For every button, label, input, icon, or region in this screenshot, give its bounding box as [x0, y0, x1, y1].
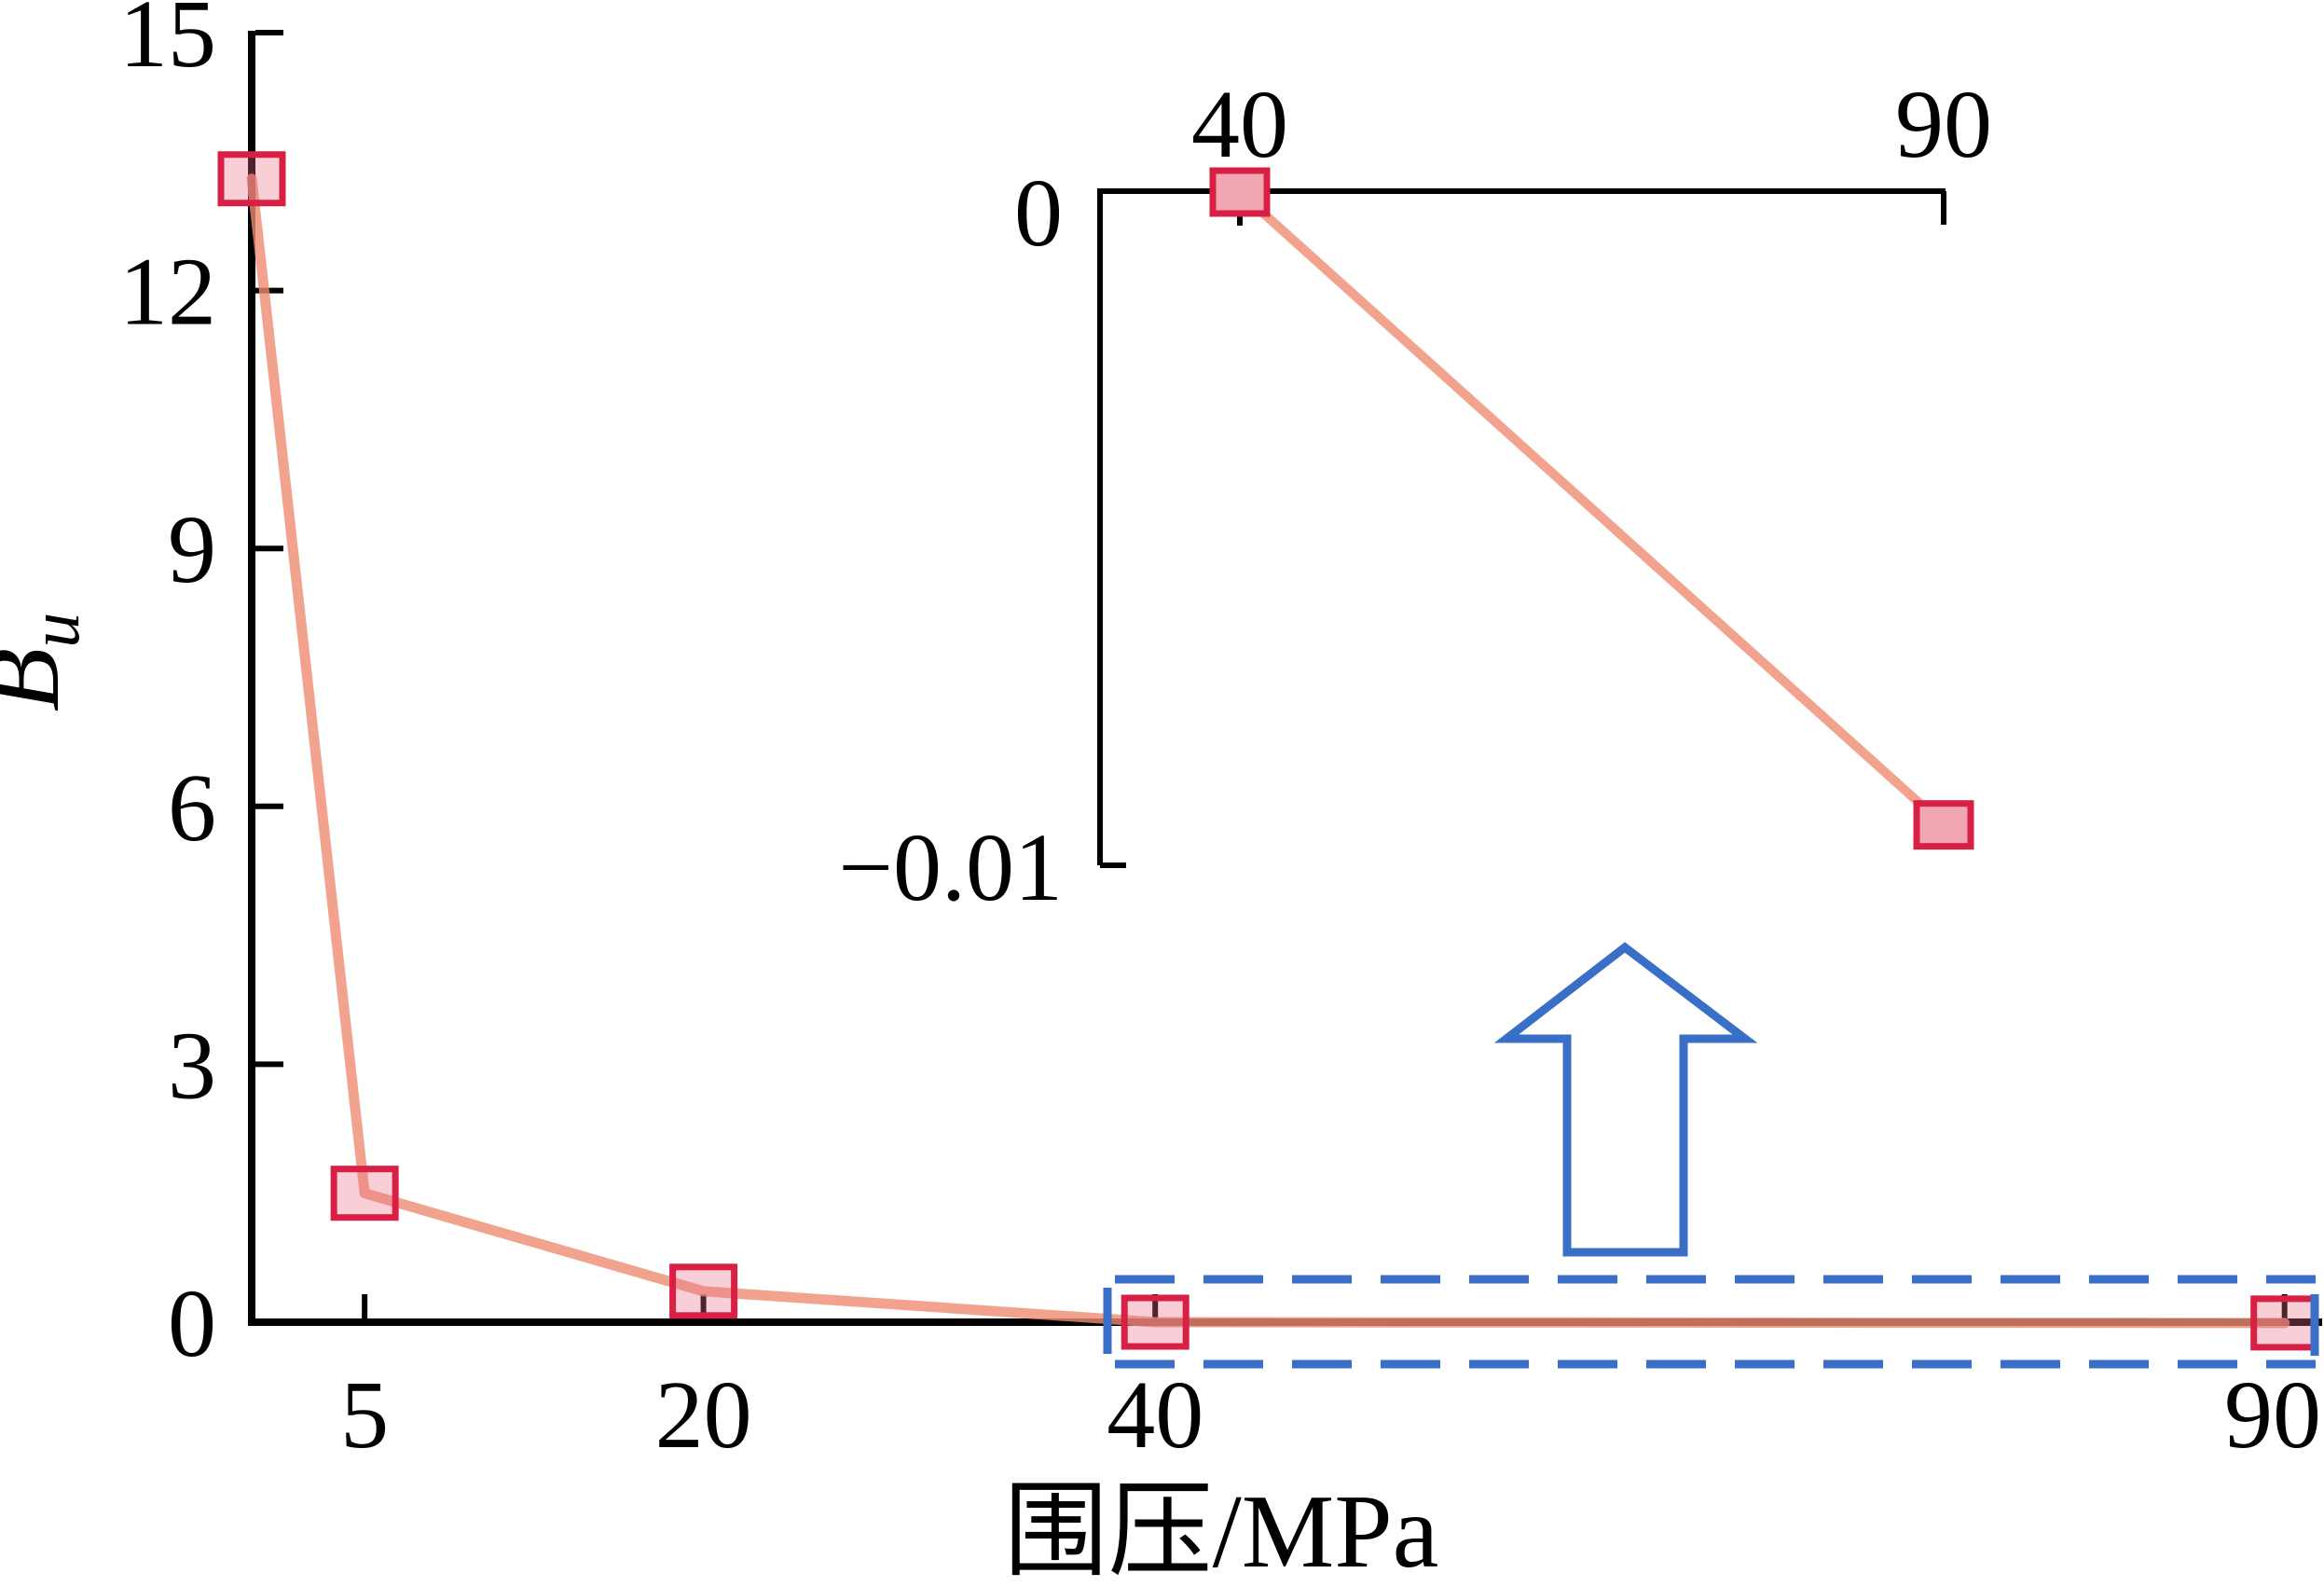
- inset-data-marker: [1209, 167, 1271, 217]
- main-x-tick-label: 90: [2224, 1361, 2321, 1469]
- inset-data-marker: [1913, 800, 1974, 850]
- y-axis-title-main: B: [0, 648, 81, 711]
- main-data-marker: [669, 1263, 738, 1319]
- main-y-tick-label: 9: [168, 496, 216, 603]
- main-y-tick-label: 0: [168, 1270, 216, 1377]
- inset-x-tick-label: 40: [1191, 71, 1288, 178]
- main-data-line: [246, 173, 2290, 1329]
- main-x-tick-label: 5: [340, 1361, 389, 1469]
- main-x-tick-label: 40: [1107, 1361, 1203, 1469]
- main-series-layer: [217, 151, 2319, 1351]
- main-y-tick-label: 6: [168, 754, 216, 862]
- main-data-marker: [330, 1166, 399, 1221]
- main-axis-ticks: [255, 30, 2288, 1325]
- main-y-tick-label: 12: [119, 239, 216, 346]
- y-axis-title: Bu: [0, 613, 94, 711]
- main-y-tick-label: 15: [119, 0, 216, 88]
- inset-x-tick-label: 90: [1895, 71, 1992, 178]
- inset-y-tick-label: −0.01: [838, 814, 1063, 921]
- main-axis-tick-labels: 5 20 40 90 15 12 9 6 3 0: [119, 0, 2321, 1469]
- main-data-marker: [217, 151, 286, 207]
- inset-axis-tick-labels: 40 90 0 −0.01: [838, 71, 1992, 921]
- inset-data-line: [1235, 187, 1948, 830]
- up-arrow-icon: [1493, 942, 1758, 1257]
- inset-axes: 40 90 0 −0.01: [838, 71, 1992, 921]
- main-x-tick-label: 20: [655, 1361, 752, 1469]
- x-axis-title: 围压/MPa: [1004, 1474, 1439, 1587]
- main-y-tick-label: 3: [168, 1012, 216, 1119]
- inset-y-tick-label: 0: [1014, 159, 1063, 267]
- main-data-marker: [1121, 1294, 1190, 1350]
- main-data-marker: [2250, 1295, 2319, 1351]
- y-axis-title-subscript: u: [16, 613, 94, 648]
- inset-series-layer: [1209, 167, 1974, 850]
- zoom-annotation: [1103, 942, 2319, 1369]
